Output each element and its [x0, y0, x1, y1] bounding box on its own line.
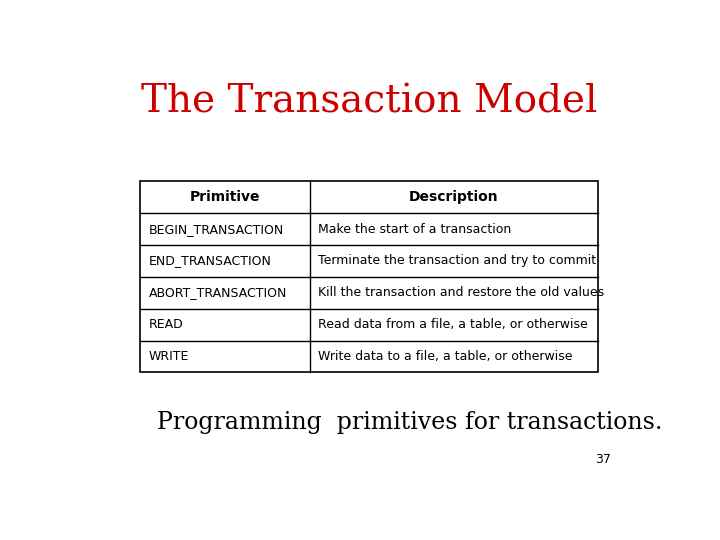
- Text: Terminate the transaction and try to commit: Terminate the transaction and try to com…: [318, 254, 596, 267]
- Text: Programming  primitives for transactions.: Programming primitives for transactions.: [157, 411, 662, 434]
- Text: Primitive: Primitive: [189, 190, 260, 204]
- Text: Description: Description: [409, 190, 498, 204]
- Bar: [140, 181, 598, 373]
- Text: Make the start of a transaction: Make the start of a transaction: [318, 222, 511, 235]
- Text: The Transaction Model: The Transaction Model: [141, 84, 597, 121]
- Text: Kill the transaction and restore the old values: Kill the transaction and restore the old…: [318, 286, 604, 299]
- Text: READ: READ: [148, 318, 184, 331]
- Text: ABORT_TRANSACTION: ABORT_TRANSACTION: [148, 286, 287, 299]
- Text: Write data to a file, a table, or otherwise: Write data to a file, a table, or otherw…: [318, 350, 572, 363]
- Text: WRITE: WRITE: [148, 350, 189, 363]
- Text: Read data from a file, a table, or otherwise: Read data from a file, a table, or other…: [318, 318, 588, 331]
- Text: 37: 37: [595, 453, 611, 467]
- Text: END_TRANSACTION: END_TRANSACTION: [148, 254, 271, 267]
- Text: BEGIN_TRANSACTION: BEGIN_TRANSACTION: [148, 222, 284, 235]
